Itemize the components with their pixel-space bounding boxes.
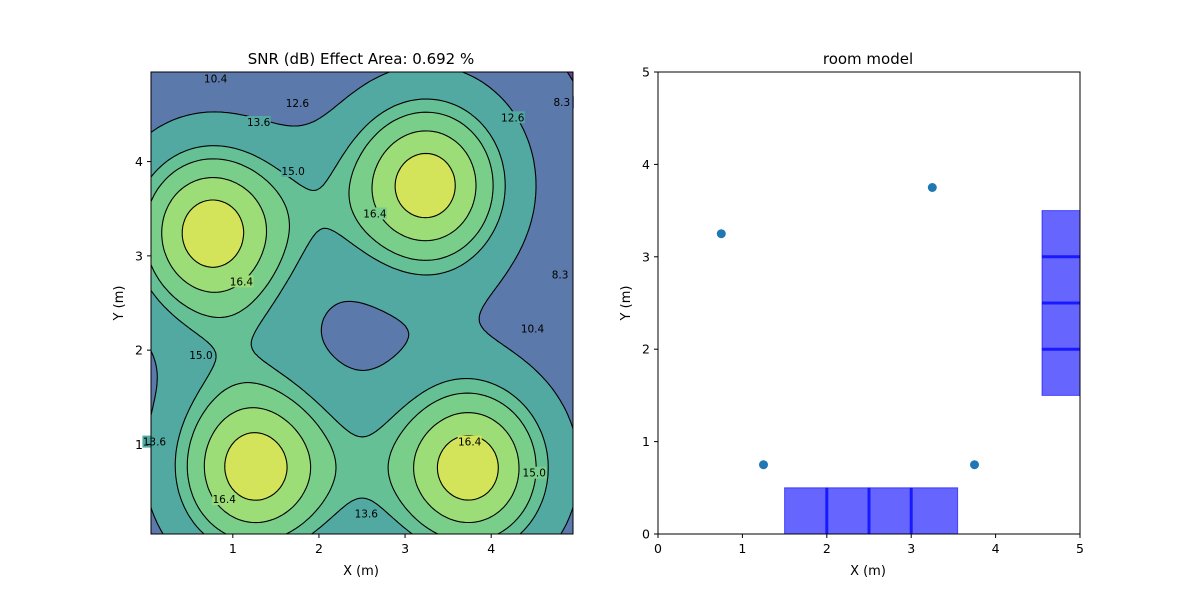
left-x-ticks: 1 2 3 4 xyxy=(229,534,495,556)
contour-label: 16.4 xyxy=(363,208,387,220)
right-x-label: X (m) xyxy=(850,564,886,579)
x-tick-label: 0 xyxy=(654,541,662,556)
contour-label: 13.6 xyxy=(355,508,379,520)
y-tick-label: 1 xyxy=(642,434,650,449)
contour-label-bg xyxy=(203,72,228,85)
left-title: SNR (dB) Effect Area: 0.692 % xyxy=(248,50,474,68)
contour-label-bg xyxy=(229,275,254,288)
contour-label-bg xyxy=(281,165,306,177)
contour-label-bg xyxy=(246,115,271,128)
transmitter-point xyxy=(759,460,768,470)
transmitter-points xyxy=(716,183,979,470)
contour-label: 15.0 xyxy=(281,166,304,178)
contour-line xyxy=(181,152,499,501)
x-tick-label: 3 xyxy=(401,541,409,556)
contour-label-bg xyxy=(354,507,379,520)
x-tick-label: 4 xyxy=(487,541,495,556)
contour-label-bg xyxy=(362,207,387,220)
contour-label-bg xyxy=(212,493,237,506)
snr-contour-panel: SNR (dB) Effect Area: 0.692 % 10.412.613… xyxy=(112,50,574,579)
contour-label: 13.6 xyxy=(143,437,167,449)
x-tick-label: 5 xyxy=(1076,541,1084,556)
contour-label-bg xyxy=(500,111,525,124)
right-y-ticks: 0 1 2 3 4 5 xyxy=(642,65,658,542)
y-tick-label: 1 xyxy=(135,437,143,452)
contour-label: 13.6 xyxy=(247,117,271,129)
contour-label: 10.4 xyxy=(204,74,228,86)
contour-label-bg xyxy=(285,97,310,110)
furniture-block xyxy=(784,487,959,535)
y-tick-label: 0 xyxy=(642,527,650,542)
contour-label-bg xyxy=(548,268,573,281)
contour-label-bg xyxy=(522,466,547,479)
left-y-label: Y (m) xyxy=(112,286,127,322)
y-tick-label: 5 xyxy=(642,65,650,80)
transmitter-point xyxy=(716,229,726,239)
y-tick-label: 3 xyxy=(642,249,650,264)
contour-label: 15.0 xyxy=(189,350,212,362)
contour-label: 10.4 xyxy=(521,323,545,335)
y-tick-label: 4 xyxy=(135,154,143,169)
y-tick-label: 3 xyxy=(135,248,143,263)
y-tick-label: 2 xyxy=(642,342,650,357)
left-x-label: X (m) xyxy=(343,564,379,579)
transmitter-point xyxy=(927,183,937,192)
contour-label: 12.6 xyxy=(286,98,310,110)
y-tick-label: 4 xyxy=(642,157,650,172)
x-tick-label: 4 xyxy=(992,541,1000,556)
contour-label-bg xyxy=(188,348,213,361)
contour-label-bg xyxy=(520,322,545,335)
contour-line xyxy=(150,111,537,535)
x-tick-label: 1 xyxy=(738,541,746,556)
contour-label: 8.3 xyxy=(552,270,569,282)
right-axes-frame xyxy=(657,71,1081,535)
contour-line xyxy=(161,130,520,524)
y-tick-label: 2 xyxy=(135,343,143,358)
contour-label-bg xyxy=(457,435,482,448)
room-model-panel: room model 0 1 2 3 4 5 0 1 2 3 4 5 X (m) Y (m) xyxy=(619,50,1084,579)
contour-line xyxy=(150,71,574,535)
transmitter-point xyxy=(970,460,979,470)
contour-label: 16.4 xyxy=(230,276,254,288)
contour-label-bg xyxy=(549,96,574,109)
right-x-ticks: 0 1 2 3 4 5 xyxy=(654,534,1084,556)
x-tick-label: 2 xyxy=(823,541,831,556)
contour-label: 12.6 xyxy=(501,112,525,124)
x-tick-label: 3 xyxy=(907,541,915,556)
x-tick-label: 1 xyxy=(229,541,237,556)
contour-plot-area: 10.4 12.6 13.6 15.0 16.4 16.4 12.6 8.3 8.3 10.4 15… xyxy=(142,71,574,535)
left-y-ticks: 1 2 3 4 xyxy=(135,154,151,452)
furniture-dividers xyxy=(825,255,1080,534)
contour-label: 16.4 xyxy=(458,437,482,449)
contour-label: 8.3 xyxy=(553,97,570,109)
right-y-label: Y (m) xyxy=(619,286,634,322)
left-axes-frame xyxy=(150,71,574,535)
x-tick-label: 2 xyxy=(315,541,323,556)
contour-label: 15.0 xyxy=(523,468,546,480)
right-title: room model xyxy=(823,50,913,68)
contour-label: 16.4 xyxy=(213,494,237,506)
